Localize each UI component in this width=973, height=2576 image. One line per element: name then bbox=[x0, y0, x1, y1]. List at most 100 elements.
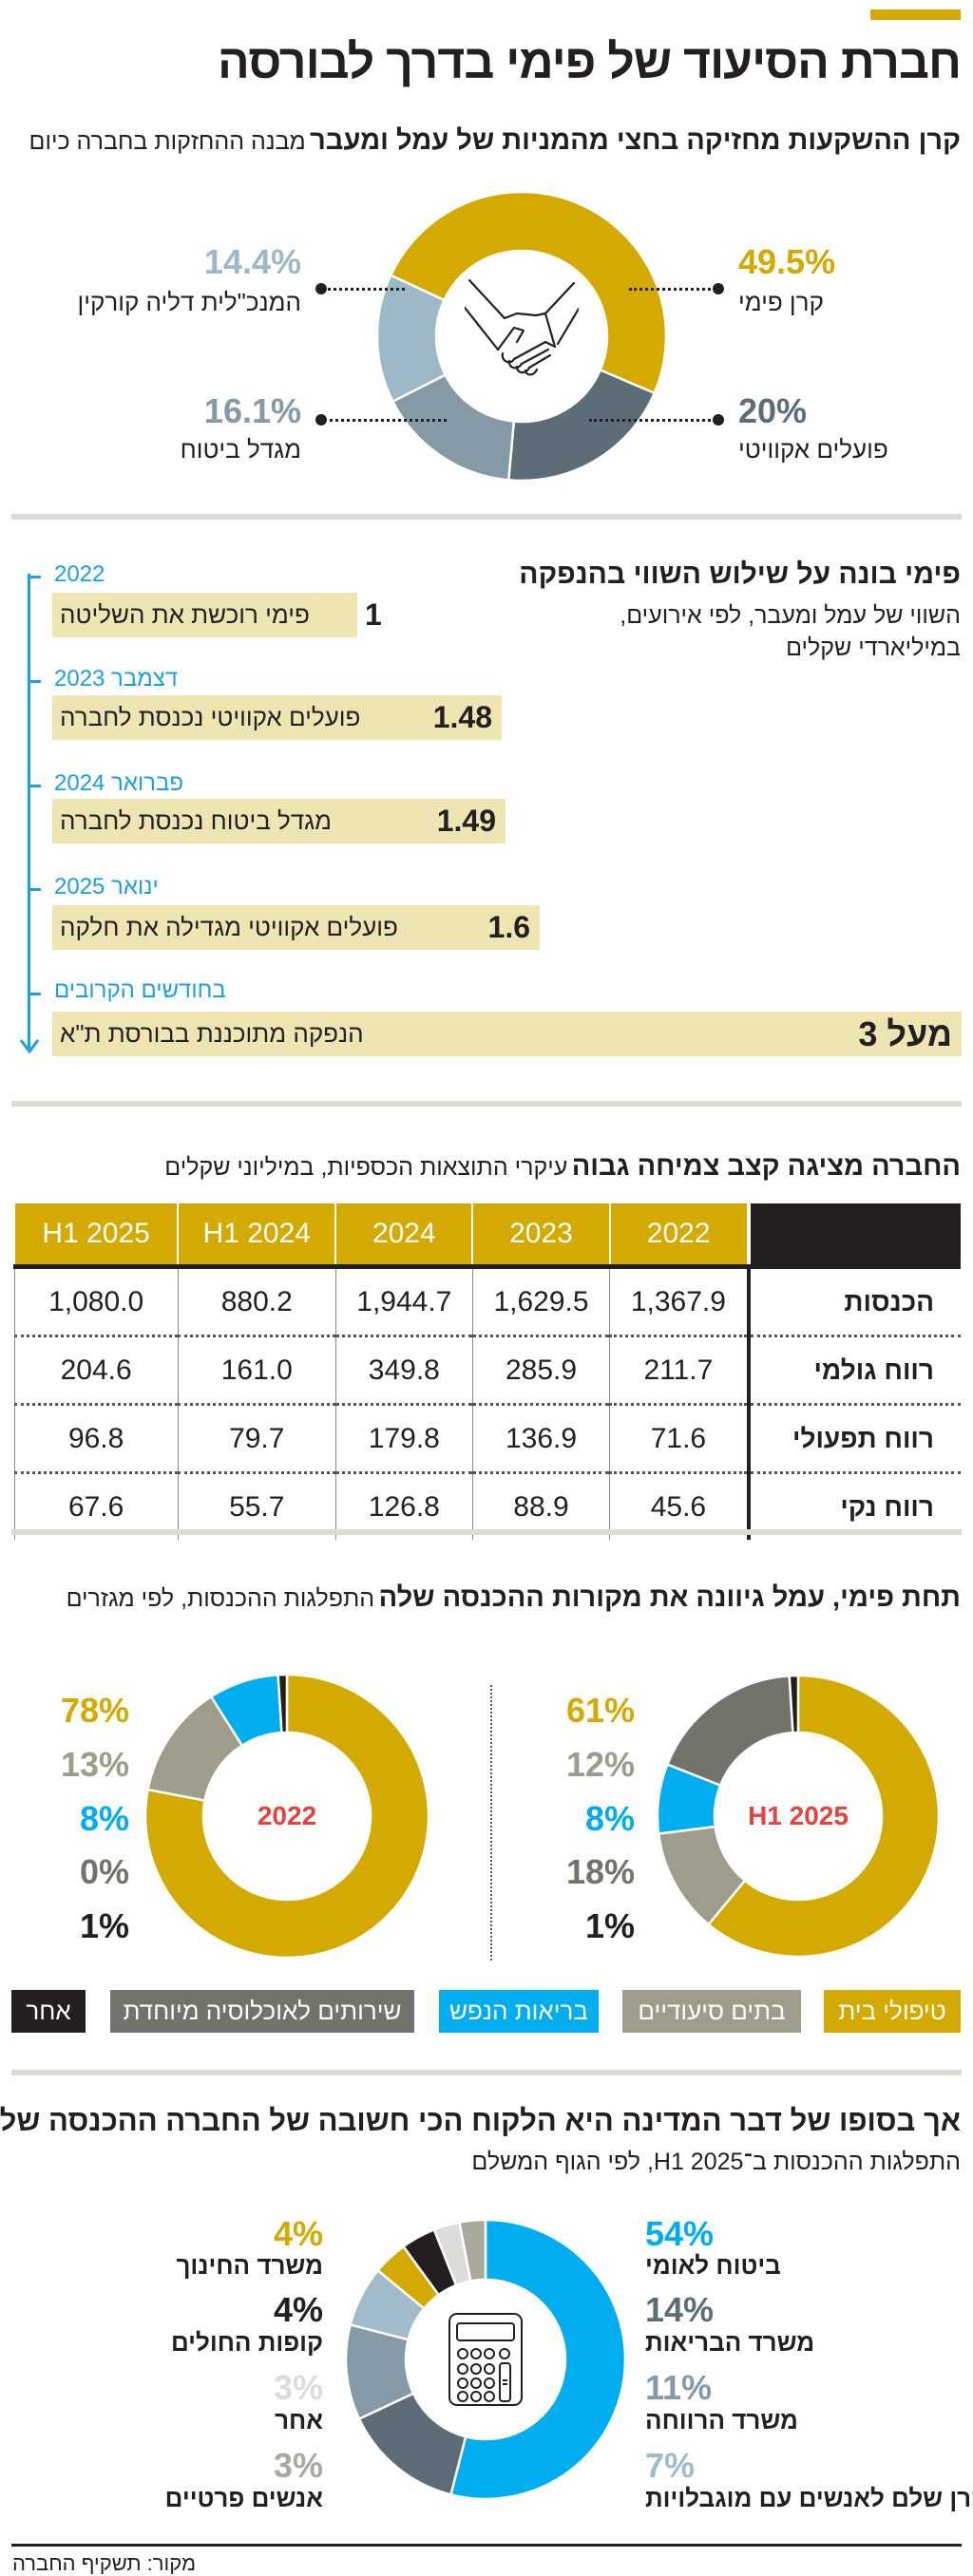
timeline-date: בחודשים הקרובים bbox=[54, 977, 226, 1003]
table-cell: 88.9 bbox=[471, 1472, 610, 1540]
payers-segment-7 bbox=[457, 2218, 487, 2282]
segments-2022-segment-4 bbox=[277, 1673, 289, 1734]
legend-item: בריאות הנפש bbox=[439, 1990, 599, 2033]
chart-separator bbox=[490, 1685, 492, 1960]
table-corner-cell bbox=[746, 1203, 961, 1269]
timeline-event: הנפקה מתוכננת בבורסת ת"א bbox=[60, 1019, 364, 1048]
pct-label-2022: 0% bbox=[79, 1852, 129, 1891]
segments-h1-2025-segment-0 bbox=[706, 1674, 941, 1959]
financials-heading-bold: החברה מציגה קצב צמיחה גבוה bbox=[571, 1151, 961, 1182]
table-cell: 161.0 bbox=[177, 1335, 336, 1406]
table-cell: 79.7 bbox=[177, 1404, 336, 1474]
table-cell: 136.9 bbox=[471, 1404, 610, 1474]
leader-line bbox=[323, 288, 405, 291]
timeline-tick bbox=[28, 576, 41, 578]
payer-label: משרד הבריאות bbox=[645, 2328, 815, 2357]
column-header: H1 2024 bbox=[177, 1203, 336, 1269]
table-cell: 96.8 bbox=[13, 1404, 179, 1474]
ownership-heading-bold: קרן ההשקעות מחזיקה בחצי מהמניות של עמל ו… bbox=[310, 125, 961, 156]
timeline-heading: פימי בונה על שילוש השווי בהנפקה bbox=[519, 559, 961, 590]
segments-h1-2025-segment-4 bbox=[788, 1674, 800, 1734]
payer-label: משרד הרווחה bbox=[645, 2406, 798, 2434]
label-ceo: המנכ"לית דליה קורקין bbox=[77, 288, 301, 316]
table-cell: 179.8 bbox=[334, 1404, 473, 1474]
table-cell: 285.9 bbox=[471, 1335, 610, 1406]
column-header: 2023 bbox=[471, 1203, 610, 1269]
table-row: רווח נקי 45.6 88.9 126.8 55.7 67.6 bbox=[13, 1472, 961, 1540]
leader-dot bbox=[713, 283, 724, 294]
segments-2022-segment-0 bbox=[143, 1673, 430, 1960]
table-cell: 55.7 bbox=[177, 1472, 336, 1540]
leader-line bbox=[629, 288, 716, 291]
table-cell: 71.6 bbox=[609, 1404, 749, 1474]
legend-item: טיפולי בית bbox=[824, 1990, 961, 2033]
pct-label-2022: 1% bbox=[79, 1906, 129, 1945]
pct-label-h1-2025: 18% bbox=[565, 1852, 635, 1891]
payer-pct-label: 7% bbox=[645, 2446, 696, 2485]
timeline-value: 1.48 bbox=[432, 700, 492, 734]
row-label: רווח גולמי bbox=[746, 1335, 961, 1406]
table-row: הכנסות 1,367.9 1,629.5 1,944.7 880.2 1,080.0 bbox=[13, 1266, 961, 1337]
pct-label-h1-2025: 1% bbox=[584, 1906, 635, 1945]
row-label: רווח נקי bbox=[746, 1472, 961, 1540]
source-note: מקור: תשקיף החברה bbox=[12, 2551, 197, 2575]
ownership-segment-1 bbox=[506, 368, 657, 483]
ownership-segment-0 bbox=[389, 190, 668, 395]
timeline-axis bbox=[28, 574, 30, 1049]
pct-label-migdal: 16.1% bbox=[203, 391, 301, 430]
timeline-date: 2022 bbox=[54, 561, 105, 587]
pct-label-poalim: 20% bbox=[738, 391, 808, 430]
table-cell: 1,944.7 bbox=[334, 1266, 473, 1337]
timeline-event: מגדל ביטוח נכנסת לחברה bbox=[60, 806, 333, 835]
table-cell: 126.8 bbox=[334, 1472, 473, 1540]
section-divider bbox=[11, 1101, 962, 1107]
segments-h1-2025-segment-3 bbox=[665, 1674, 794, 1788]
timeline-date: ינואר 2025 bbox=[54, 874, 159, 900]
payer-pct-label: 54% bbox=[645, 2214, 715, 2253]
timeline-event: פועלים אקוויטי מגדילה את חלקה bbox=[60, 913, 398, 941]
table-cell: 1,629.5 bbox=[471, 1266, 610, 1337]
table-cell: 211.7 bbox=[609, 1335, 749, 1406]
ownership-heading-light: מבנה ההחזקות בחברה כיום bbox=[29, 128, 306, 155]
leader-line bbox=[589, 419, 716, 422]
leader-dot bbox=[315, 283, 327, 294]
legend-item: בתים סיעודיים bbox=[622, 1990, 801, 2033]
table-cell: 45.6 bbox=[609, 1472, 749, 1540]
pct-label-fimi: 49.5% bbox=[738, 242, 836, 281]
calculator-icon bbox=[448, 2313, 523, 2406]
legend-item: אחר bbox=[11, 1990, 86, 2033]
pct-label-h1-2025: 12% bbox=[565, 1745, 635, 1784]
segments-heading-bold: תחת פימי, עמל גיוונה את מקורות ההכנסה של… bbox=[378, 1582, 961, 1613]
column-header: 2024 bbox=[334, 1203, 473, 1269]
table-cell: 1,080.0 bbox=[13, 1266, 179, 1337]
payers-donut-chart bbox=[344, 2218, 627, 2501]
timeline-date: דצמבר 2023 bbox=[54, 666, 179, 691]
timeline-date: פברואר 2024 bbox=[54, 770, 183, 796]
timeline-tick bbox=[28, 680, 41, 683]
payer-pct-label: 4% bbox=[273, 2214, 323, 2253]
timeline-value: 1 bbox=[365, 597, 382, 632]
timeline-event-box: פועלים אקוויטי מגדילה את חלקה 1.6 bbox=[52, 905, 540, 950]
ownership-heading: קרן ההשקעות מחזיקה בחצי מהמניות של עמל ו… bbox=[29, 125, 961, 157]
timeline-event-box: פועלים אקוויטי נכנסת לחברה 1.48 bbox=[52, 695, 502, 740]
timeline-value: 1.49 bbox=[436, 804, 496, 838]
donut-center-label-2022: 2022 bbox=[257, 1801, 317, 1830]
table-cell: 349.8 bbox=[334, 1335, 473, 1406]
timeline-event-box: הנפקה מתוכננת בבורסת ת"א מעל 3 bbox=[52, 1012, 962, 1056]
section-divider bbox=[11, 1529, 962, 1535]
table-cell: 1,367.9 bbox=[609, 1266, 749, 1337]
table-cell: 204.6 bbox=[13, 1335, 179, 1406]
payer-pct-label: 4% bbox=[273, 2290, 323, 2329]
timeline-event: פועלים אקוויטי נכנסת לחברה bbox=[60, 703, 361, 731]
column-header: 2022 bbox=[608, 1203, 749, 1269]
payers-subtitle: התפלגות ההכנסות ב־H1 2025, לפי הגוף המשל… bbox=[471, 2149, 961, 2175]
handshake-icon bbox=[465, 278, 579, 376]
row-label: רווח תפעולי bbox=[746, 1404, 961, 1474]
timeline-event: פימי רוכשת את השליטה bbox=[60, 600, 310, 629]
legend-item: שירותים לאוכלוסיה מיוחדת bbox=[110, 1990, 414, 2033]
leader-dot bbox=[315, 414, 327, 426]
pct-label-2022: 8% bbox=[79, 1799, 129, 1838]
payer-label: קופות החולים bbox=[170, 2328, 323, 2357]
table-header-row: 2022 2023 2024 H1 2024 H1 2025 bbox=[12, 1203, 961, 1269]
timeline-tick bbox=[28, 785, 41, 787]
